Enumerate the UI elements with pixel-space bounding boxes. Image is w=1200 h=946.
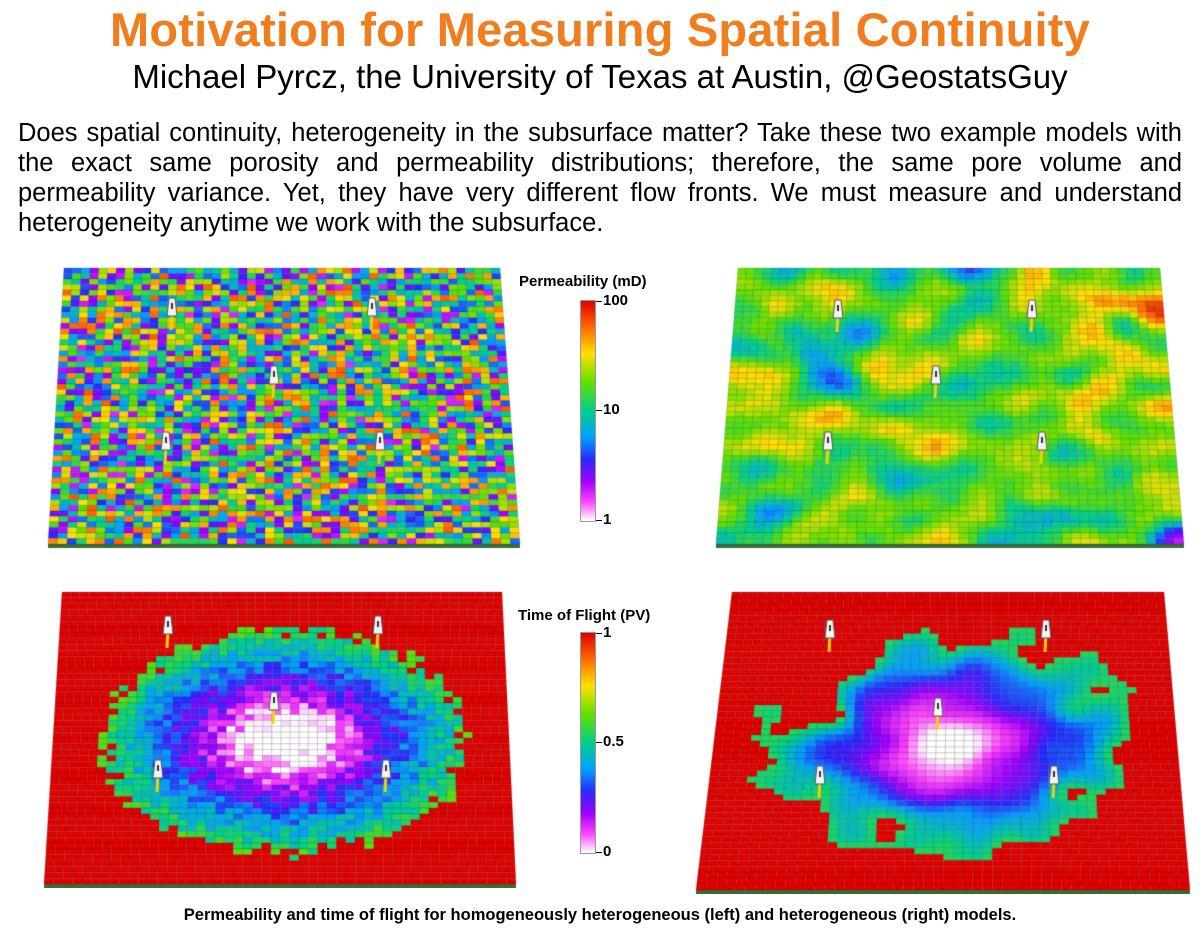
perm-tick-100: 100 <box>603 292 629 309</box>
tof-tick-1: 1 <box>603 624 612 641</box>
perm-left-grid <box>44 262 524 552</box>
perm-right-panel <box>712 262 1190 552</box>
perm-tick-1: 1 <box>603 511 612 528</box>
perm-left-panel <box>44 262 524 552</box>
tof-colorbar <box>580 632 596 854</box>
perm-colorbar-title: Permeability (mD) <box>519 273 647 290</box>
figure-title: Motivation for Measuring Spatial Continu… <box>110 3 1090 56</box>
perm-tick-mark <box>596 410 602 411</box>
perm-right-grid <box>712 262 1190 552</box>
figure-caption: Permeability and time of flight for homo… <box>183 906 1017 924</box>
perm-colorbar <box>580 300 596 522</box>
perm-tick-mark <box>596 301 602 302</box>
tof-tick-0-5: 0.5 <box>603 733 624 750</box>
perm-tick-mark <box>596 520 602 521</box>
perm-tick-10: 10 <box>603 401 620 418</box>
author-line: Michael Pyrcz, the University of Texas a… <box>132 58 1068 95</box>
tof-tick-mark <box>596 852 602 853</box>
tof-tick-mark <box>596 742 602 743</box>
tof-right-panel <box>692 588 1194 894</box>
tof-tick-0: 0 <box>603 843 612 860</box>
tof-left-panel <box>40 588 520 888</box>
tof-colorbar-title: Time of Flight (PV) <box>518 607 651 624</box>
tof-right-grid <box>692 588 1194 894</box>
tof-left-grid <box>40 588 520 888</box>
intro-paragraph: Does spatial continuity, heterogeneity i… <box>18 119 1182 237</box>
tof-tick-mark <box>596 633 602 634</box>
